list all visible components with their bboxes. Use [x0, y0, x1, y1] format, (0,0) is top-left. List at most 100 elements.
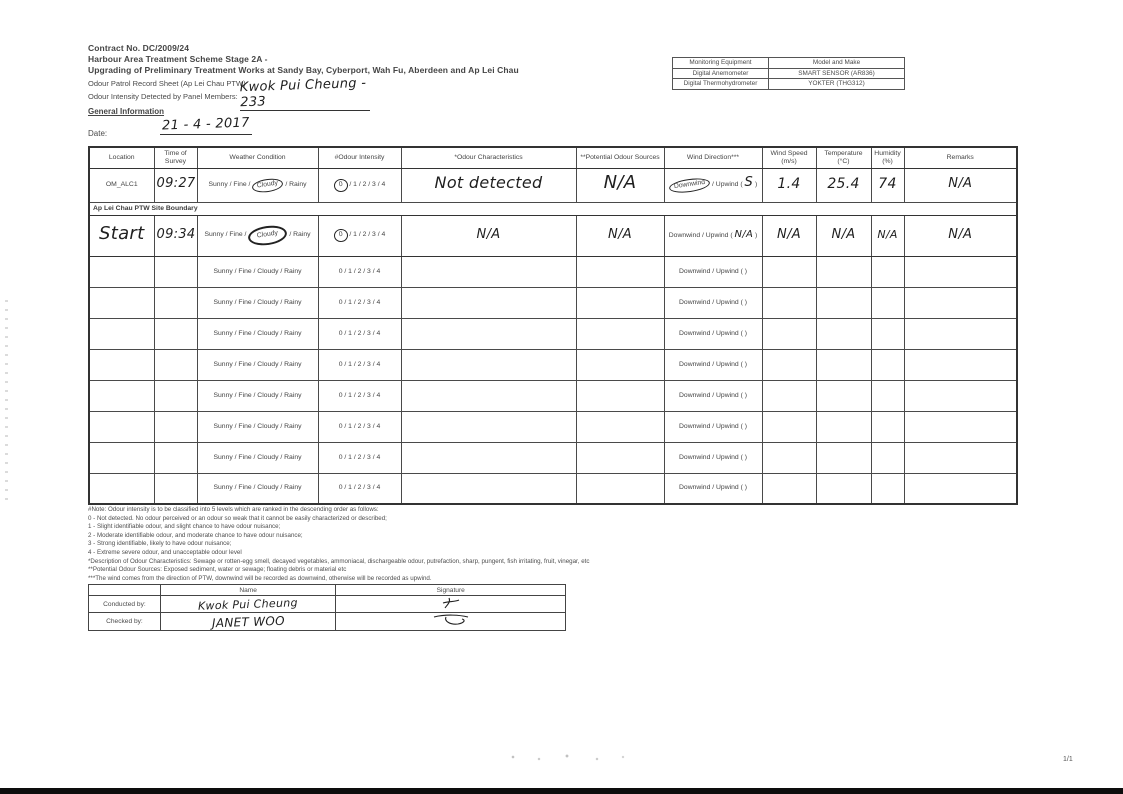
temperature-empty	[815, 441, 872, 474]
location-empty	[88, 379, 155, 412]
col-header-temperature: Temperature (°C)	[815, 146, 872, 169]
wind-speed-empty	[761, 255, 817, 288]
col-header-remarks: Remarks	[903, 146, 1018, 169]
wind-direction-options: Downwind / Upwind ( )	[663, 410, 763, 443]
odour-characteristics-empty	[400, 317, 577, 350]
odour-intensity-options: 0 / 1 / 2 / 3 / 4	[317, 348, 402, 381]
wind-speed-empty	[761, 472, 817, 505]
record-table: Location Time of Survey Weather Conditio…	[88, 146, 1018, 505]
weather-options: Sunny / Fine / Cloudy / Rainy	[196, 286, 319, 319]
odour-intensity-options: 0 / 1 / 2 / 3 / 4	[317, 317, 402, 350]
time-handwritten: 09:34	[156, 226, 196, 242]
wind-speed-empty	[761, 348, 817, 381]
location-value: OM_ALC1	[88, 167, 155, 203]
weather-options: Sunny / Fine / Cloudy / Rainy	[196, 441, 319, 474]
weather-options: Sunny / Fine / Cloudy / Rainy	[196, 348, 319, 381]
footnote-line: 0 - Not detected. No odour perceived or …	[88, 514, 387, 522]
weather-options: Sunny / Fine / Cloudy / Rainy	[196, 410, 319, 443]
humidity-empty	[870, 348, 905, 381]
odour-intensity-options: 0 / 1 / 2 / 3 / 4	[317, 441, 402, 474]
contract-number: Contract No. DC/2009/24	[88, 43, 190, 53]
footnote-line: 2 - Moderate identifiable odour, and mod…	[88, 531, 303, 539]
footnotes: #Note: Odour intensity is to be classifi…	[88, 506, 958, 583]
temperature-empty	[815, 472, 872, 505]
checked-by-signature-scribble	[433, 614, 468, 625]
potential-sources-empty	[575, 410, 665, 443]
remarks-empty	[903, 410, 1018, 443]
weather-options: Sunny / Fine / Cloudy / Rainy	[196, 317, 319, 350]
sheet-name: Odour Patrol Record Sheet (Ap Lei Chau P…	[88, 79, 246, 88]
footnote-line: **Potential Odour Sources: Exposed sedim…	[88, 566, 347, 574]
potential-sources-empty	[575, 441, 665, 474]
location-empty	[88, 441, 155, 474]
location-empty	[88, 410, 155, 443]
date-handwritten: 21 - 4 - 2017	[161, 115, 251, 134]
odour-intensity-options: 0 / 1 / 2 / 3 / 4	[317, 410, 402, 443]
humidity-empty	[870, 410, 905, 443]
location-empty	[88, 317, 155, 350]
humidity-handwritten: 74	[878, 175, 897, 192]
signoff-table: Name Signature Conducted by: Kwok Pui Ch…	[88, 584, 566, 631]
empty-row: Sunny / Fine / Cloudy / Rainy 0 / 1 / 2 …	[88, 472, 1018, 505]
potential-sources-empty	[575, 286, 665, 319]
equipment-col-header: Monitoring Equipment	[672, 57, 769, 69]
potential-sources-empty	[575, 348, 665, 381]
footnote-line: #Note: Odour intensity is to be classifi…	[88, 506, 379, 513]
temperature-handwritten: N/A	[831, 226, 856, 242]
name-column-header: Name	[159, 584, 337, 596]
record-row-om-alc1: OM_ALC1 09:27 Sunny / Fine / Cloudy / Ra…	[88, 167, 1018, 203]
col-header-odour-characteristics: *Odour Characteristics	[400, 146, 577, 169]
empty-row: Sunny / Fine / Cloudy / Rainy 0 / 1 / 2 …	[88, 410, 1018, 443]
temperature-empty	[815, 317, 872, 350]
weather-options: Sunny / Fine / Cloudy / Rainy	[196, 379, 319, 412]
wind-direction-options: Downwind / Upwind ( )	[663, 441, 763, 474]
checked-by-label: Checked by:	[88, 612, 161, 631]
remarks-empty	[903, 348, 1018, 381]
circled-weather-cloudy: Cloudy	[251, 176, 285, 194]
col-header-odour-intensity: #Odour Intensity	[317, 146, 402, 169]
humidity-empty	[870, 379, 905, 412]
footnote-line: 4 - Extreme severe odour, and unacceptab…	[88, 548, 242, 556]
remarks-empty	[903, 441, 1018, 474]
page-number: 1/1	[1063, 756, 1073, 763]
signoff-blank-header	[88, 584, 161, 596]
wind-direction-options: Downwind / Upwind ( )	[663, 317, 763, 350]
scan-bottom-bar	[0, 788, 1123, 794]
odour-intensity-options: 0 / 1 / 2 / 3 / 4	[317, 472, 402, 505]
humidity-empty	[870, 286, 905, 319]
potential-sources-handwritten: N/A	[603, 172, 637, 193]
odour-characteristics-empty	[400, 441, 577, 474]
potential-sources-handwritten: N/A	[608, 226, 632, 242]
location-empty	[88, 255, 155, 288]
empty-row: Sunny / Fine / Cloudy / Rainy 0 / 1 / 2 …	[88, 255, 1018, 288]
equipment-table: Monitoring Equipment Model and Make Digi…	[672, 57, 905, 90]
odour-characteristics-empty	[400, 255, 577, 288]
wind-direction-handwritten: S	[744, 174, 754, 190]
odour-intensity-options: 0 / 1 / 2 / 3 / 4	[317, 255, 402, 288]
wind-speed-empty	[761, 379, 817, 412]
scan-smudge	[505, 750, 635, 764]
odour-characteristics-empty	[400, 286, 577, 319]
footnote-line: 3 - Strong identifiable, likely to have …	[88, 540, 232, 548]
panel-members-field: Kwok Pui Cheung - 233	[240, 76, 370, 111]
potential-sources-empty	[575, 472, 665, 505]
footnote-line: 1 - Slight identifiable odour, and sligh…	[88, 523, 281, 531]
record-table-header-row: Location Time of Survey Weather Conditio…	[88, 146, 1018, 169]
location-empty	[88, 348, 155, 381]
weather-options: Sunny / Fine / Cloudy / Rainy	[196, 472, 319, 505]
odour-characteristics-handwritten: N/A	[476, 226, 501, 242]
time-empty	[153, 379, 198, 412]
odour-intensity-options: 0 / 1 / 2 / 3 / 4	[317, 379, 402, 412]
col-header-wind-direction: Wind Direction***	[663, 146, 763, 169]
remarks-empty	[903, 317, 1018, 350]
section-label: Ap Lei Chau PTW Site Boundary	[88, 201, 1018, 216]
remarks-empty	[903, 472, 1018, 505]
potential-sources-empty	[575, 255, 665, 288]
general-information-heading: General Information	[88, 107, 165, 116]
footnote-line: ***The wind comes from the direction of …	[88, 574, 432, 582]
empty-row: Sunny / Fine / Cloudy / Rainy 0 / 1 / 2 …	[88, 317, 1018, 350]
time-empty	[153, 410, 198, 443]
remarks-handwritten: N/A	[948, 176, 973, 191]
odour-characteristics-empty	[400, 472, 577, 505]
odour-characteristics-empty	[400, 379, 577, 412]
